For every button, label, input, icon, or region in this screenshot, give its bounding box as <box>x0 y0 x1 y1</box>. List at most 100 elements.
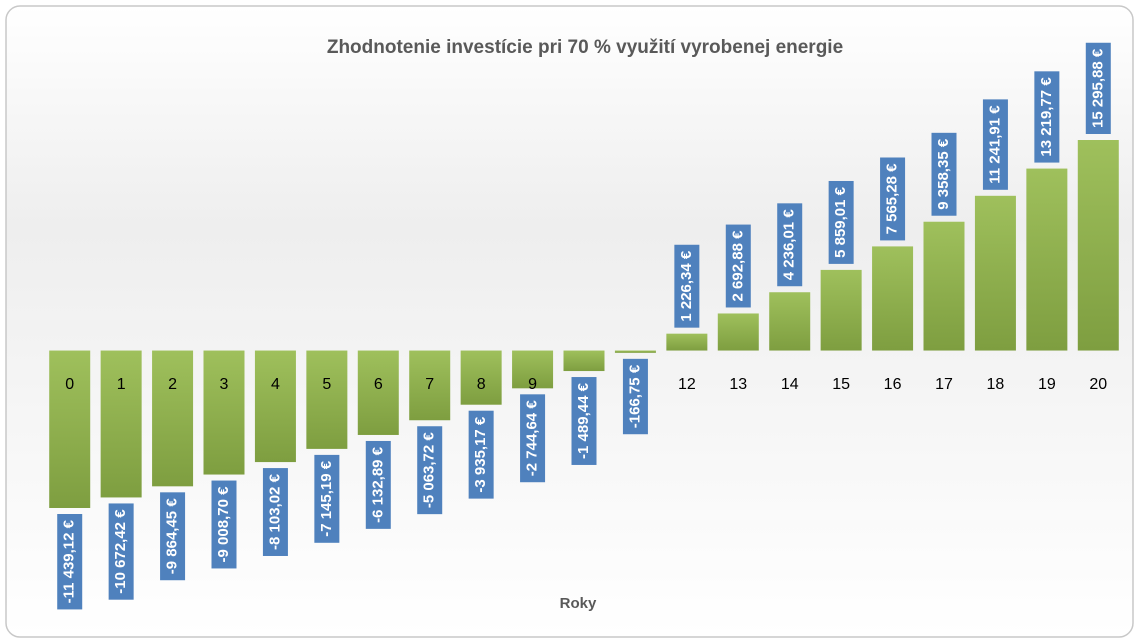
data-label-box <box>931 132 957 216</box>
data-label: -3 935,17 € <box>468 410 494 499</box>
bar <box>666 333 708 351</box>
x-tick-label: 4 <box>271 376 280 393</box>
data-label: -8 103,02 € <box>262 468 288 556</box>
bar <box>872 246 914 351</box>
x-tick-label: 9 <box>528 376 537 393</box>
data-label-box <box>725 224 751 308</box>
bar <box>203 350 245 475</box>
x-tick-label: 14 <box>781 376 799 393</box>
bar <box>460 350 502 405</box>
data-label-box <box>880 157 906 241</box>
x-tick-label: 7 <box>425 376 434 393</box>
x-tick-label: 0 <box>65 376 74 393</box>
bar <box>1077 140 1119 351</box>
data-label: -9 008,70 € <box>211 480 237 569</box>
x-tick-label: 12 <box>678 376 696 393</box>
x-tick-label: 3 <box>220 376 229 393</box>
x-tick-label: 2 <box>168 376 177 393</box>
data-label-text: 4 236,01 € <box>781 209 798 281</box>
bar <box>563 350 605 372</box>
data-label-box <box>571 377 597 465</box>
data-label-text: -8 103,02 € <box>266 473 283 550</box>
x-tick-label: 6 <box>374 376 383 393</box>
x-tick-label: 18 <box>987 376 1005 393</box>
data-label-box <box>57 514 83 610</box>
data-label: -2 744,64 € <box>520 394 546 483</box>
bar <box>49 350 91 508</box>
data-label-box <box>314 454 340 543</box>
bar <box>306 350 348 449</box>
x-tick-label: 5 <box>322 376 331 393</box>
data-label: 2 692,88 € <box>725 224 751 308</box>
data-label-text: 5 859,01 € <box>832 186 849 258</box>
bar <box>923 221 965 351</box>
data-label: 9 358,35 € <box>931 132 957 216</box>
x-tick-label: 19 <box>1038 376 1056 393</box>
data-label-box <box>417 426 443 515</box>
x-axis-label: Roky <box>560 595 597 612</box>
data-label-box <box>828 180 854 264</box>
bar <box>100 350 142 498</box>
data-label-box <box>1034 71 1060 163</box>
x-tick-label: 15 <box>832 376 850 393</box>
data-label-text: 13 219,77 € <box>1038 77 1055 157</box>
data-label: -7 145,19 € <box>314 454 340 543</box>
data-label-box <box>622 358 648 435</box>
bar <box>409 350 451 421</box>
bar <box>152 350 194 487</box>
chart-title: Zhodnotenie investície pri 70 % využití … <box>327 37 843 58</box>
data-label-text: -5 063,72 € <box>421 432 438 509</box>
data-label-text: -7 145,19 € <box>318 460 335 537</box>
data-label: 4 236,01 € <box>777 203 803 287</box>
data-label-text: -11 439,12 € <box>61 519 78 603</box>
x-tick-label: 16 <box>884 376 902 393</box>
data-label-text: 9 358,35 € <box>935 138 952 210</box>
x-tick-label: 1 <box>117 376 126 393</box>
data-label-box <box>160 492 186 581</box>
bar <box>614 350 656 353</box>
data-label-box <box>777 203 803 287</box>
x-tick-label: 13 <box>729 376 747 393</box>
data-label-box <box>1085 42 1111 134</box>
data-label: 13 219,77 € <box>1034 71 1060 163</box>
x-tick-label: 8 <box>477 376 486 393</box>
data-label-box <box>108 503 134 600</box>
bar <box>717 313 759 351</box>
data-label-text: -3 935,17 € <box>472 416 489 493</box>
data-label-text: -9 008,70 € <box>215 486 232 563</box>
data-label-text: -9 864,45 € <box>164 498 181 575</box>
data-label-box <box>674 244 700 328</box>
data-label: 11 241,91 € <box>982 99 1008 190</box>
data-label-text: -6 132,89 € <box>369 446 386 523</box>
data-label: -9 864,45 € <box>160 492 186 581</box>
data-label: -10 672,42 € <box>108 503 134 600</box>
data-label: 1 226,34 € <box>674 244 700 328</box>
bar <box>512 350 554 389</box>
data-label: -5 063,72 € <box>417 426 443 515</box>
data-label-text: 7 565,28 € <box>884 163 901 235</box>
data-label-text: -10 672,42 € <box>112 509 129 594</box>
data-label-box <box>211 480 237 569</box>
data-label-text: 1 226,34 € <box>678 250 695 322</box>
data-label-text: 2 692,88 € <box>729 230 746 302</box>
bar <box>254 350 296 463</box>
data-label-box <box>468 410 494 499</box>
data-label: 5 859,01 € <box>828 180 854 264</box>
data-label-box <box>365 440 391 529</box>
bar <box>974 195 1016 351</box>
data-label-text: -1 489,44 € <box>575 382 592 459</box>
data-label: -166,75 € <box>622 358 648 435</box>
bar <box>357 350 399 435</box>
data-label: 7 565,28 € <box>880 157 906 241</box>
bar <box>1026 168 1068 351</box>
data-label: -11 439,12 € <box>57 514 83 610</box>
x-tick-label: 20 <box>1089 376 1107 393</box>
data-label: 15 295,88 € <box>1085 42 1111 134</box>
data-label-text: 15 295,88 € <box>1089 48 1106 128</box>
data-label-text: -2 744,64 € <box>524 400 541 477</box>
data-label-text: -166,75 € <box>626 364 643 428</box>
data-label: -1 489,44 € <box>571 377 597 465</box>
bar <box>820 269 862 351</box>
